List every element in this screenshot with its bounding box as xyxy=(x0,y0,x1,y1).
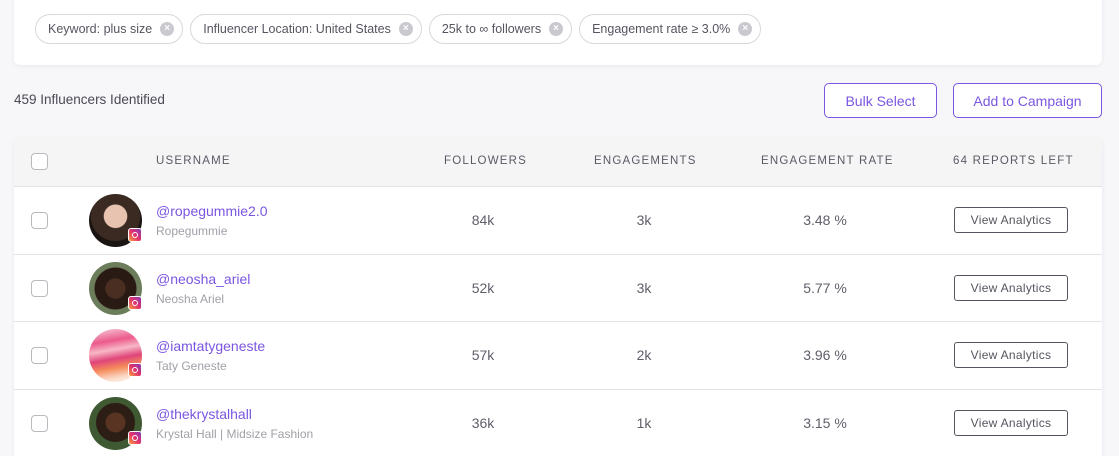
engagements-value: 3k xyxy=(636,212,652,228)
instagram-icon xyxy=(128,295,142,310)
remove-filter-icon[interactable]: × xyxy=(160,22,175,36)
followers-value: 84k xyxy=(471,212,495,228)
engagements-value: 2k xyxy=(636,347,652,363)
table-row: @neosha_ariel Neosha Ariel 52k 3k 5.77 %… xyxy=(14,254,1102,322)
filter-chip-label: Engagement rate ≥ 3.0% xyxy=(592,22,731,36)
display-name: Taty Geneste xyxy=(156,359,227,373)
engagement-rate-value: 3.48 % xyxy=(803,212,847,228)
filter-chip-followers[interactable]: 25k to ∞ followers × xyxy=(428,14,573,44)
table-header: USERNAME FOLLOWERS ENGAGEMENTS ENGAGEMEN… xyxy=(14,137,1102,187)
engagements-value: 1k xyxy=(636,414,652,431)
view-analytics-button[interactable]: View Analytics xyxy=(954,342,1068,368)
row-checkbox[interactable] xyxy=(31,414,48,432)
row-checkbox[interactable] xyxy=(31,279,48,297)
display-name: Neosha Ariel xyxy=(156,291,225,306)
engagement-rate-value: 3.15 % xyxy=(803,414,847,431)
instagram-icon xyxy=(128,228,142,242)
select-all-checkbox[interactable] xyxy=(31,153,48,170)
engagement-rate-value: 3.96 % xyxy=(803,347,847,363)
followers-value: 57k xyxy=(471,347,495,363)
filter-chip-label: Influencer Location: United States xyxy=(203,22,391,36)
table-row: @thekrystalhall Krystal Hall | Midsize F… xyxy=(14,389,1102,456)
filter-panel: Keyword: plus size × Influencer Location… xyxy=(14,0,1102,65)
header-reports-left: 64 REPORTS LEFT xyxy=(953,155,1074,167)
row-checkbox[interactable] xyxy=(31,347,48,364)
filter-chip-label: Keyword: plus size xyxy=(48,22,153,36)
display-name: Krystal Hall | Midsize Fashion xyxy=(156,426,314,441)
table-row: @iamtatygeneste Taty Geneste 57k 2k 3.96… xyxy=(14,322,1102,390)
influencer-table: USERNAME FOLLOWERS ENGAGEMENTS ENGAGEMEN… xyxy=(14,137,1102,456)
username-link[interactable]: @ropegummie2.0 xyxy=(156,203,268,219)
username-link[interactable]: @iamtatygeneste xyxy=(156,338,266,354)
row-checkbox[interactable] xyxy=(31,212,48,229)
filter-chip-engagement-rate[interactable]: Engagement rate ≥ 3.0% × xyxy=(579,14,762,44)
username-link[interactable]: @thekrystalhall xyxy=(156,405,252,422)
instagram-icon xyxy=(128,430,142,445)
add-to-campaign-button[interactable]: Add to Campaign xyxy=(953,83,1102,118)
engagements-value: 3k xyxy=(636,279,652,296)
view-analytics-button[interactable]: View Analytics xyxy=(954,274,1068,301)
instagram-icon xyxy=(128,363,142,377)
header-engagements[interactable]: ENGAGEMENTS xyxy=(594,155,697,167)
filter-chip-location[interactable]: Influencer Location: United States × xyxy=(190,14,422,44)
remove-filter-icon[interactable]: × xyxy=(549,22,564,36)
header-username[interactable]: USERNAME xyxy=(156,155,231,167)
view-analytics-button[interactable]: View Analytics xyxy=(954,409,1068,436)
header-followers[interactable]: FOLLOWERS xyxy=(444,155,528,167)
view-analytics-button[interactable]: View Analytics xyxy=(954,207,1068,233)
header-engagement-rate[interactable]: ENGAGEMENT RATE xyxy=(761,155,894,167)
engagement-rate-value: 5.77 % xyxy=(803,279,847,296)
results-count: 459 Influencers Identified xyxy=(14,92,165,107)
display-name: Ropegummie xyxy=(156,224,228,238)
remove-filter-icon[interactable]: × xyxy=(738,22,753,36)
username-link[interactable]: @neosha_ariel xyxy=(156,270,251,287)
filter-chips: Keyword: plus size × Influencer Location… xyxy=(35,14,762,44)
followers-value: 52k xyxy=(471,279,495,296)
bulk-select-button[interactable]: Bulk Select xyxy=(824,83,937,118)
remove-filter-icon[interactable]: × xyxy=(398,22,413,36)
table-row: @ropegummie2.0 Ropegummie 84k 3k 3.48 % … xyxy=(14,187,1102,255)
filter-chip-label: 25k to ∞ followers xyxy=(441,22,542,36)
followers-value: 36k xyxy=(471,414,495,431)
filter-chip-keyword[interactable]: Keyword: plus size × xyxy=(35,14,184,44)
